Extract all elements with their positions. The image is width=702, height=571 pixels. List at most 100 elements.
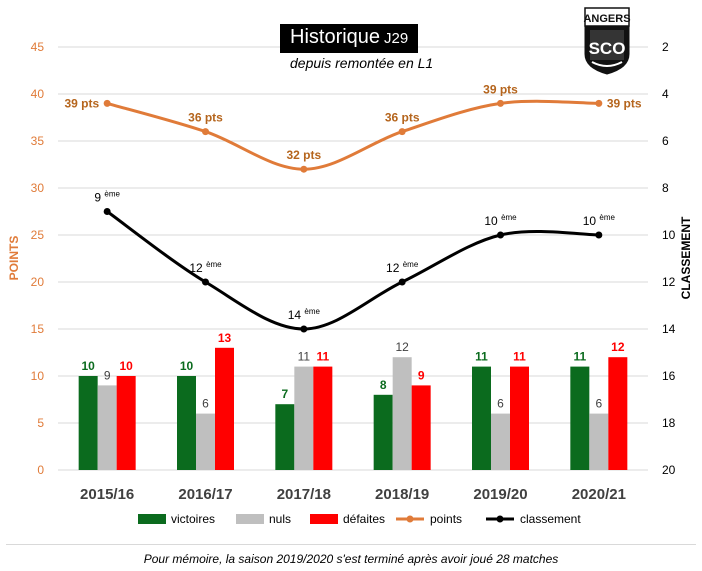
bar-victoires — [570, 366, 590, 470]
points-marker — [300, 165, 308, 173]
classement-marker — [300, 325, 308, 333]
bar-nuls — [491, 413, 510, 470]
left-tick-label: 5 — [37, 416, 44, 430]
right-axis-title: CLASSEMENT — [679, 216, 693, 299]
right-tick-label: 2 — [662, 40, 669, 54]
category-label: 2020/21 — [572, 486, 626, 503]
left-tick-label: 30 — [31, 181, 45, 195]
points-data-label: 36 pts — [188, 111, 223, 125]
classement-data-label: 14 ème — [288, 307, 321, 322]
right-tick-label: 18 — [662, 416, 676, 430]
points-data-label: 39 pts — [64, 96, 99, 110]
category-label: 2018/19 — [375, 486, 429, 503]
points-marker — [497, 99, 504, 107]
bar-value-label: 6 — [202, 397, 209, 411]
left-tick-label: 25 — [31, 228, 45, 242]
bar-value-label: 7 — [281, 387, 288, 401]
points-marker — [103, 99, 111, 107]
points-data-label: 39 pts — [483, 82, 518, 96]
bar-value-label: 11 — [475, 350, 488, 364]
bar-nuls — [589, 413, 609, 470]
right-tick-label: 16 — [662, 369, 676, 383]
points-data-label: 32 pts — [286, 148, 321, 162]
bar-nuls — [196, 413, 215, 470]
bar-victoires — [275, 404, 295, 470]
right-tick-label: 8 — [662, 181, 669, 195]
legend-label: classement — [520, 512, 581, 526]
bar-value-label: 13 — [218, 331, 232, 345]
classement-marker — [595, 231, 603, 239]
legend-swatch — [310, 514, 338, 524]
classement-data-label: 12 ème — [189, 260, 222, 275]
bar-nuls — [294, 366, 314, 470]
legend-marker — [496, 515, 504, 523]
right-tick-label: 10 — [662, 228, 676, 242]
category-label: 2015/16 — [80, 486, 134, 503]
bar-value-label: 9 — [104, 368, 111, 382]
category-label: 2016/17 — [178, 486, 232, 503]
classement-marker — [103, 208, 111, 215]
legend-swatch — [236, 514, 264, 524]
bar-nuls — [97, 385, 117, 470]
classement-marker — [202, 278, 209, 286]
left-tick-label: 35 — [31, 134, 45, 148]
points-marker — [595, 99, 603, 107]
classement-line — [106, 210, 599, 331]
bar-défaites — [116, 376, 136, 470]
legend-label: défaites — [343, 512, 385, 526]
bar-value-label: 10 — [180, 359, 194, 373]
angers-sco-logo: ANGERS SCO — [583, 7, 631, 75]
bar-victoires — [373, 394, 393, 470]
bar-défaites — [510, 366, 529, 470]
classement-data-label: 10 ème — [484, 213, 517, 228]
classement-data-label: 12 ème — [386, 260, 419, 275]
left-tick-label: 20 — [31, 275, 45, 289]
right-tick-label: 20 — [662, 463, 676, 477]
svg-text:SCO: SCO — [589, 39, 626, 58]
bar-value-label: 11 — [316, 350, 329, 364]
legend-marker — [406, 515, 414, 523]
bar-value-label: 11 — [573, 350, 586, 364]
left-tick-label: 10 — [31, 369, 45, 383]
bar-victoires — [78, 376, 98, 470]
left-tick-label: 15 — [31, 322, 45, 336]
left-tick-label: 40 — [31, 87, 45, 101]
chart-subtitle: depuis remontée en L1 — [290, 55, 434, 71]
left-tick-label: 0 — [37, 463, 44, 477]
right-tick-label: 6 — [662, 134, 669, 148]
footer-note: Pour mémoire, la saison 2019/2020 s'est … — [143, 552, 559, 566]
bar-value-label: 10 — [81, 359, 95, 373]
classement-marker — [398, 278, 406, 286]
svg-text:ANGERS: ANGERS — [583, 13, 630, 25]
category-label: 2017/18 — [277, 486, 331, 503]
chart-title-suffix: J29 — [384, 30, 409, 47]
bar-value-label: 9 — [418, 368, 425, 382]
bar-défaites — [215, 347, 234, 470]
bar-défaites — [313, 366, 333, 470]
legend-label: nuls — [269, 512, 291, 526]
bar-victoires — [472, 366, 491, 470]
points-marker — [202, 128, 209, 136]
right-tick-label: 12 — [662, 275, 676, 289]
left-axis-title: POINTS — [7, 236, 21, 281]
bar-value-label: 10 — [119, 359, 133, 373]
points-data-label: 39 pts — [607, 96, 642, 110]
right-tick-label: 4 — [662, 87, 669, 101]
bar-value-label: 8 — [380, 378, 387, 392]
right-tick-label: 14 — [662, 322, 676, 336]
points-marker — [398, 128, 406, 136]
bar-défaites — [411, 385, 431, 470]
points-data-label: 36 pts — [385, 111, 420, 125]
bar-value-label: 12 — [611, 340, 625, 354]
legend-swatch — [138, 514, 166, 524]
classement-marker — [497, 231, 504, 239]
legend-label: points — [430, 512, 462, 526]
bar-value-label: 11 — [513, 350, 526, 364]
footer-divider — [6, 544, 696, 545]
bar-value-label: 6 — [595, 397, 602, 411]
points-line — [106, 99, 599, 171]
category-label: 2019/20 — [473, 486, 527, 503]
classement-data-label: 10 ème — [583, 213, 616, 228]
